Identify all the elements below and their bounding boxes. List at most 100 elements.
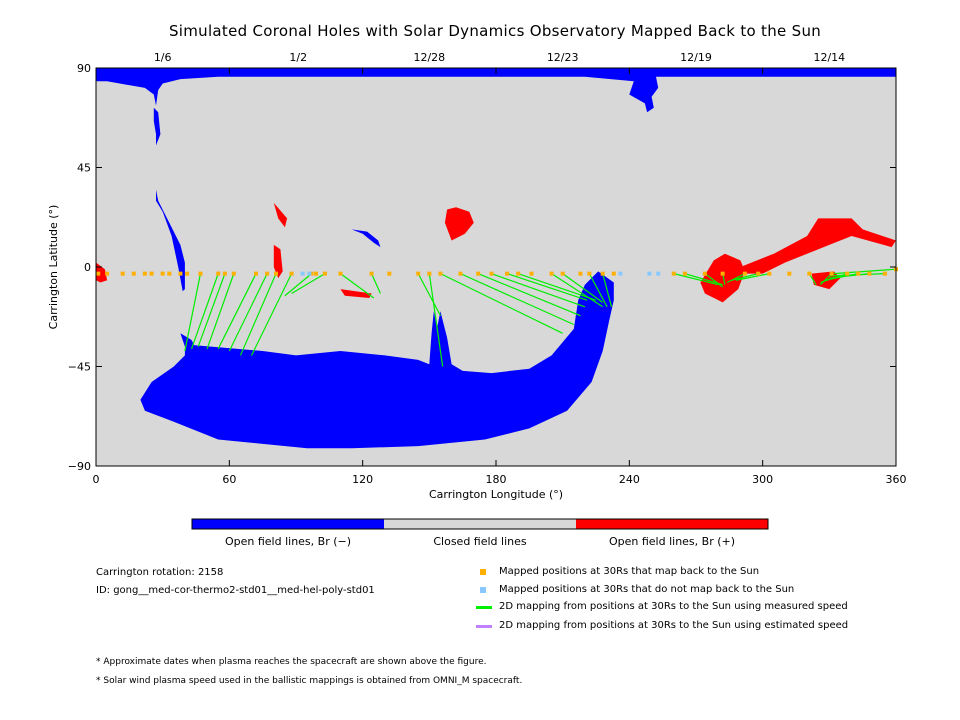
mapped-point-16: [274, 271, 278, 276]
mapped-point-36: [587, 271, 592, 276]
mapping-line-measured-10: [340, 273, 375, 299]
top-date-label-2: 12/28: [413, 51, 445, 64]
mapping-line-measured-4: [217, 273, 257, 350]
page-title: Simulated Coronal Holes with Solar Dynam…: [168, 22, 822, 40]
mapping-line-measured-16: [477, 273, 581, 317]
footnote-speed: * Solar wind plasma speed used in the ba…: [96, 676, 523, 686]
mapped-point-15: [265, 271, 270, 276]
y-axis-title: Carrington Latitude (°): [47, 205, 60, 330]
mapped-point-39: [671, 271, 676, 276]
mapping-line-measured-23: [602, 273, 613, 307]
colorbar-frame: [191, 518, 769, 530]
mapped-point-8: [178, 271, 183, 276]
mapping-line-measured-9: [291, 273, 326, 295]
legend-swatch-measured-speed: [476, 606, 492, 609]
mapped-point-28: [476, 271, 481, 276]
axes: 0 60 120 180 240 300 360 −90 −45 0 45 90 1/6 1/2 12/28…: [47, 51, 907, 501]
mapping-line-measured-20: [551, 273, 603, 308]
mapped-point-2: [120, 271, 125, 276]
carrington-rotation: Carrington rotation: 2158: [96, 567, 224, 578]
mapping-line-measured-26: [704, 273, 724, 288]
mapped-point-29: [489, 271, 494, 276]
mapped-point-10: [198, 271, 203, 276]
mapping-line-measured-30: [735, 273, 770, 281]
coronal-hole-positive-p4: [340, 289, 372, 298]
mapping-line-measured-12: [417, 273, 441, 316]
coronal-hole-negative-south-hole: [140, 271, 614, 449]
x-tick-label-5: 300: [752, 473, 773, 486]
mapped-point-38: [611, 271, 616, 276]
mapped-point-51: [867, 271, 872, 276]
top-date-label-1: 1/2: [289, 51, 307, 64]
mapped-point-24: [416, 271, 421, 276]
y-tick-label-2: 0: [84, 261, 91, 274]
mapped-point-20: [322, 271, 327, 276]
legend-swatch-mapped: [480, 569, 486, 575]
unmapped-point-0: [300, 271, 305, 276]
colorbar-label-closed: Closed field lines: [433, 535, 527, 548]
mapped-point-44: [756, 271, 761, 276]
mapped-point-12: [222, 271, 227, 276]
mapped-point-43: [742, 271, 747, 276]
mapped-point-41: [702, 271, 707, 276]
y-tick-label-4: 90: [77, 62, 91, 75]
mapped-point-13: [231, 271, 236, 276]
mapped-point-31: [516, 271, 521, 276]
coronal-hole-negative-south-spike-a: [429, 311, 439, 365]
top-date-label-5: 12/14: [813, 51, 845, 64]
mapping-line-measured-5: [228, 273, 268, 352]
coronal-hole-negative-south-spike-b: [180, 333, 196, 349]
mapped-point-52: [882, 271, 887, 276]
mapping-line-measured-28: [726, 273, 746, 284]
coronal-hole-positive-p6: [740, 218, 896, 274]
unmapped-point-3: [647, 271, 652, 276]
mapping-line-measured-6: [239, 273, 277, 356]
coronal-hole-negative-tongue-stalk: [153, 107, 161, 146]
x-tick-label-0: 0: [93, 473, 100, 486]
legend-swatch-estimated-speed: [476, 625, 492, 628]
unmapped-point-1: [307, 271, 312, 276]
mapping-line-measured-1: [190, 273, 219, 350]
colorbar-label-negative: Open field lines, Br (−): [224, 535, 352, 548]
mapped-point-19: [314, 271, 318, 276]
mapping-line-measured-18: [506, 273, 588, 301]
mapped-point-23: [387, 271, 392, 276]
top-date-label-4: 12/19: [680, 51, 712, 64]
x-tick-label-3: 180: [486, 473, 507, 486]
coronal-hole-negative-north-polar-hole: [96, 68, 896, 113]
mapped-point-21: [338, 271, 343, 276]
mapping-line-measured-15: [460, 273, 575, 326]
colorbar-segment-2: [576, 519, 768, 529]
unmapped-point-2: [618, 271, 623, 276]
mapping-line-measured-22: [588, 273, 608, 308]
plot-area: [96, 68, 898, 466]
mapped-point-35: [578, 271, 583, 276]
mapped-point-46: [787, 271, 792, 276]
mapped-point-49: [845, 271, 850, 276]
colorbar-segment-0: [192, 519, 384, 529]
mapped-point-40: [682, 271, 687, 276]
mapped-point-18: [309, 271, 314, 276]
mapping-line-measured-2: [197, 273, 226, 347]
mapping-line-measured-19: [518, 273, 597, 301]
legend-label-measured-speed: 2D mapping from positions at 30Rs to the…: [499, 601, 848, 612]
mapped-point-1: [105, 271, 110, 276]
mapped-point-25: [427, 271, 432, 276]
mapped-point-17: [289, 271, 294, 276]
mapping-line-measured-8: [284, 273, 312, 297]
top-date-label-0: 1/6: [154, 51, 172, 64]
mapped-point-32: [529, 271, 534, 276]
mapped-point-5: [149, 271, 154, 276]
colorbar-segment-1: [384, 519, 576, 529]
legend-label-not-mapped: Mapped positions at 30Rs that do not map…: [499, 584, 795, 595]
x-tick-label-4: 240: [619, 473, 640, 486]
mapping-line-measured-37: [833, 268, 897, 275]
coronal-hole-negative-small-lobe: [351, 229, 381, 248]
coronal-hole-positive-p5: [700, 253, 745, 303]
y-tick-label-3: 45: [77, 162, 91, 175]
mapping-line-measured-0: [184, 273, 202, 352]
mapping-line-measured-29: [731, 273, 759, 281]
mapped-point-27: [458, 271, 463, 276]
footnote-dates: * Approximate dates when plasma reaches …: [96, 657, 487, 667]
